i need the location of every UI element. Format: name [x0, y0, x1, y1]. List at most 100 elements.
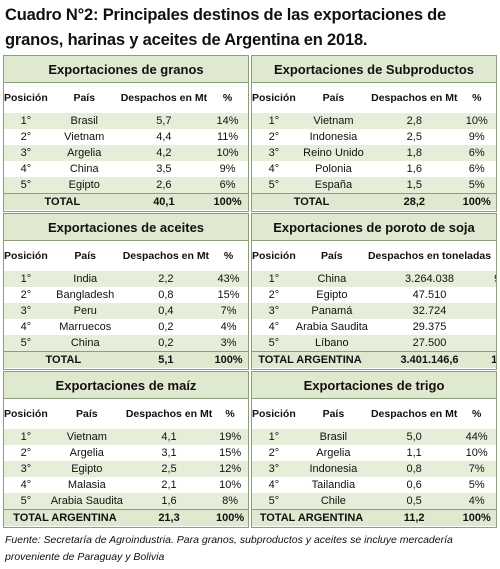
- cell-percent: 9%: [457, 129, 496, 145]
- cell-position: 1°: [252, 429, 296, 445]
- cell-position: 1°: [252, 271, 296, 287]
- cell-percent: 5%: [457, 177, 496, 194]
- cell-position: 1°: [4, 113, 48, 129]
- cell-value: 1,6: [371, 161, 458, 177]
- table-row: 4° Polonia 1,6 6%: [252, 161, 496, 177]
- cell-value: 5,7: [120, 113, 208, 129]
- cell-value: 0,5: [370, 493, 458, 510]
- col-header-despachos: Despachos en Mt: [125, 407, 213, 420]
- cell-percent: 10%: [212, 477, 248, 493]
- cell-position: 1°: [4, 429, 48, 445]
- cell-country: China: [295, 271, 368, 287]
- table-row: 1° Brasil 5,0 44%: [252, 429, 496, 445]
- cell-position: 3°: [4, 303, 48, 319]
- col-header-pais: País: [321, 249, 343, 262]
- cell-percent: 1%: [491, 303, 496, 319]
- cell-country: Malasia: [47, 477, 126, 493]
- export-table-5: Exportaciones de maíz Posición País Desp…: [3, 371, 249, 528]
- cell-value: 0,8: [370, 461, 458, 477]
- table-row: 3° Peru 0,4 7%: [4, 303, 248, 319]
- cell-percent: 4%: [457, 493, 496, 510]
- cell-position: 2°: [252, 129, 296, 145]
- cell-country: Argelia: [47, 145, 121, 161]
- col-header-despachos: Despachos en Mt: [120, 91, 208, 104]
- total-label: TOTAL: [252, 193, 372, 210]
- total-row: TOTAL ARGENTINA 3.401.146,6 100%: [252, 351, 496, 368]
- cell-position: 4°: [4, 319, 48, 335]
- export-table-6: Exportaciones de trigo Posición País Des…: [251, 371, 497, 528]
- table-title: Exportaciones de granos: [4, 56, 248, 83]
- total-percent: 100%: [209, 351, 248, 368]
- cell-percent: 10%: [207, 145, 248, 161]
- table-header-row: Posición País Despachos en Mt %: [4, 83, 248, 113]
- col-header-percent: %: [491, 241, 496, 271]
- table-header-row: Posición País Despachos en Mt %: [252, 83, 496, 113]
- total-percent: 100%: [212, 509, 248, 526]
- cell-country: Egipto: [47, 461, 126, 477]
- cell-percent: 11%: [207, 129, 248, 145]
- table-row: 5° España 1,5 5%: [252, 177, 496, 194]
- cell-position: 2°: [4, 287, 48, 303]
- cell-value: 2,8: [371, 113, 458, 129]
- cell-position: 5°: [252, 493, 296, 510]
- cell-country: Bangladesh: [47, 287, 123, 303]
- cell-percent: 96%: [491, 271, 496, 287]
- cell-value: 1,8: [371, 145, 458, 161]
- cell-position: 2°: [4, 129, 48, 145]
- cell-country: Argelia: [295, 445, 371, 461]
- cell-percent: 12%: [212, 461, 248, 477]
- total-label: TOTAL: [4, 193, 121, 210]
- col-header-posicion: Posición: [252, 249, 296, 262]
- cell-country: Vietnam: [295, 113, 372, 129]
- table-row: 4° Tailandia 0,6 5%: [252, 477, 496, 493]
- total-value: 21,3: [125, 509, 213, 526]
- cell-value: 1,6: [125, 493, 213, 510]
- export-table-2: Exportaciones de Subproductos Posición P…: [251, 55, 497, 212]
- cell-percent: 15%: [212, 445, 248, 461]
- table-row: 3° Reino Unido 1,8 6%: [252, 145, 496, 161]
- cell-value: 4,2: [120, 145, 208, 161]
- cell-country: Tailandia: [295, 477, 371, 493]
- cell-country: Egipto: [295, 287, 368, 303]
- cell-position: 2°: [252, 287, 296, 303]
- table-title: Exportaciones de aceites: [4, 214, 248, 241]
- cell-position: 5°: [4, 493, 48, 510]
- total-value: 5,1: [122, 351, 210, 368]
- table-row: 5° Arabia Saudita 1,6 8%: [4, 493, 248, 510]
- col-header-pais: País: [322, 407, 345, 420]
- cell-position: 3°: [252, 145, 296, 161]
- cell-value: 5,0: [370, 429, 458, 445]
- cell-position: 4°: [252, 161, 296, 177]
- cell-country: Vietnam: [47, 429, 126, 445]
- cell-country: Argelia: [47, 445, 126, 461]
- cell-position: 1°: [4, 271, 48, 287]
- cell-country: Brasil: [295, 429, 371, 445]
- cell-percent: 7%: [209, 303, 248, 319]
- col-header-despachos: Despachos en Mt: [371, 91, 458, 104]
- cell-position: 3°: [4, 461, 48, 477]
- cell-country: Indonesia: [295, 129, 372, 145]
- cell-value: 3,5: [120, 161, 208, 177]
- cell-country: Marruecos: [47, 319, 123, 335]
- cell-position: 1°: [252, 113, 296, 129]
- col-header-pais: País: [322, 91, 345, 104]
- cell-value: 2,5: [371, 129, 458, 145]
- cell-country: Peru: [47, 303, 123, 319]
- cell-value: 3.264.038: [367, 271, 492, 287]
- table-title: Exportaciones de Subproductos: [252, 56, 496, 83]
- table-row: 1° India 2,2 43%: [4, 271, 248, 287]
- cell-position: 4°: [4, 161, 48, 177]
- data-table: Posición País Despachos en Mt % 1° India…: [4, 241, 248, 368]
- cell-percent: 10%: [457, 445, 496, 461]
- cell-country: China: [47, 161, 121, 177]
- cell-percent: 1%: [491, 287, 496, 303]
- cell-country: China: [47, 335, 123, 352]
- cell-value: 2,1: [125, 477, 213, 493]
- col-header-pais: País: [76, 407, 98, 420]
- table-row: 4° Arabia Saudita 29.375 1%: [252, 319, 496, 335]
- table-row: 1° Brasil 5,7 14%: [4, 113, 248, 129]
- table-title: Exportaciones de poroto de soja: [252, 214, 496, 241]
- cell-country: Chile: [295, 493, 371, 510]
- table-row: 3° Panamá 32.724 1%: [252, 303, 496, 319]
- cell-value: 32.724: [367, 303, 492, 319]
